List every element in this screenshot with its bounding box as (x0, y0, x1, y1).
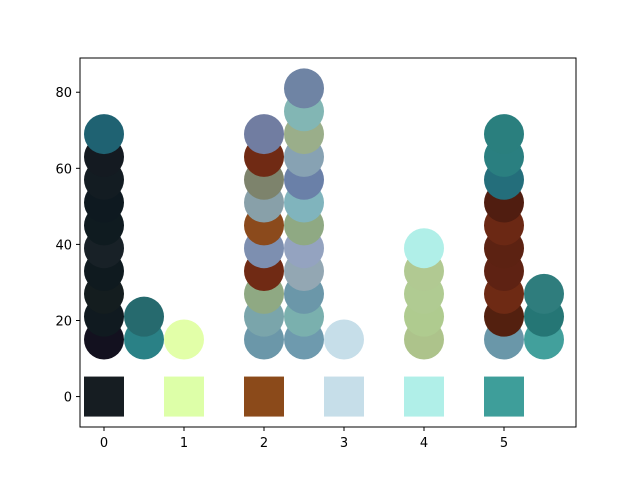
y-tick-label-3: 60 (55, 162, 72, 177)
y-tick-label-0: 0 (64, 391, 72, 406)
color-swatch-2 (244, 376, 284, 417)
x-tick-label-2: 2 (260, 436, 268, 451)
plot-frame (79, 57, 577, 428)
swatch-layer (84, 376, 524, 417)
scatter-point-35 (324, 319, 364, 360)
x-axis: 0 1 2 3 4 5 (100, 427, 508, 451)
x-tick-label-4: 4 (420, 436, 428, 451)
x-tick-label-3: 3 (340, 436, 348, 451)
scatter-point-12 (164, 319, 204, 360)
color-swatch-1 (164, 376, 204, 417)
color-swatch-5 (484, 376, 524, 417)
point-layer (84, 68, 564, 360)
y-tick-label-2: 40 (55, 238, 72, 253)
scatter-point-11 (124, 296, 164, 337)
x-tick-label-0: 0 (100, 436, 108, 451)
scatter-point-40 (404, 228, 444, 269)
color-swatch-3 (324, 376, 364, 417)
y-tick-label-1: 20 (55, 314, 72, 329)
scatter-point-9 (84, 114, 124, 155)
y-axis: 0 20 40 60 80 (55, 86, 80, 406)
x-tick-label-1: 1 (180, 436, 188, 451)
scatter-point-34 (284, 68, 324, 109)
color-swatch-4 (404, 376, 444, 417)
scatter-point-50 (484, 114, 524, 155)
scatter-point-53 (524, 273, 564, 314)
x-tick-label-5: 5 (500, 436, 508, 451)
color-swatch-0 (84, 376, 124, 417)
y-tick-label-4: 80 (55, 86, 72, 101)
scatter-point-22 (244, 114, 284, 155)
